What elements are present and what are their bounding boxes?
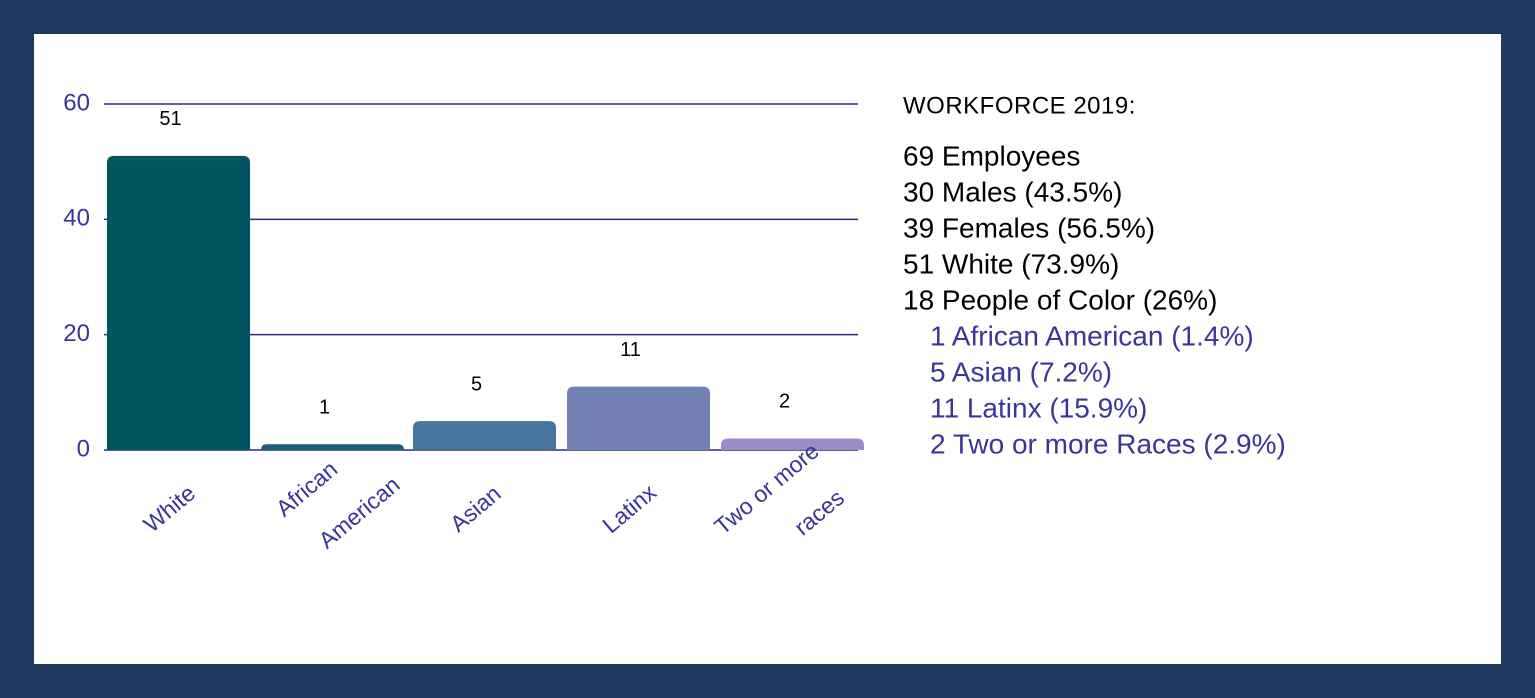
bar bbox=[721, 438, 864, 450]
summary-line: 30 Males (43.5%) bbox=[903, 176, 1122, 207]
value-label: 51 bbox=[159, 108, 181, 130]
summary-line: 39 Females (56.5%) bbox=[903, 212, 1155, 243]
y-tick-label: 60 bbox=[63, 89, 90, 116]
breakdown-line: 1 African American (1.4%) bbox=[930, 320, 1254, 351]
summary-line: 18 People of Color (26%) bbox=[903, 284, 1217, 315]
breakdown-line: 5 Asian (7.2%) bbox=[930, 356, 1112, 387]
bar bbox=[567, 386, 710, 450]
y-tick-label: 20 bbox=[63, 320, 90, 347]
bar bbox=[107, 155, 250, 450]
breakdown-line: 2 Two or more Races (2.9%) bbox=[930, 428, 1286, 459]
value-label: 2 bbox=[779, 391, 790, 413]
panel-background bbox=[34, 34, 1501, 664]
bar bbox=[413, 421, 556, 450]
summary-line: 51 White (73.9%) bbox=[903, 248, 1119, 279]
summary-line: 69 Employees bbox=[903, 140, 1080, 171]
y-tick-label: 0 bbox=[77, 435, 90, 462]
breakdown-line: 11 Latinx (15.9%) bbox=[930, 392, 1147, 423]
value-label: 5 bbox=[471, 373, 482, 395]
panel-title: WORKFORCE 2019: bbox=[903, 92, 1136, 119]
value-label: 11 bbox=[620, 339, 641, 361]
y-tick-label: 40 bbox=[63, 205, 90, 232]
bar bbox=[261, 444, 404, 450]
value-label: 1 bbox=[319, 397, 330, 419]
